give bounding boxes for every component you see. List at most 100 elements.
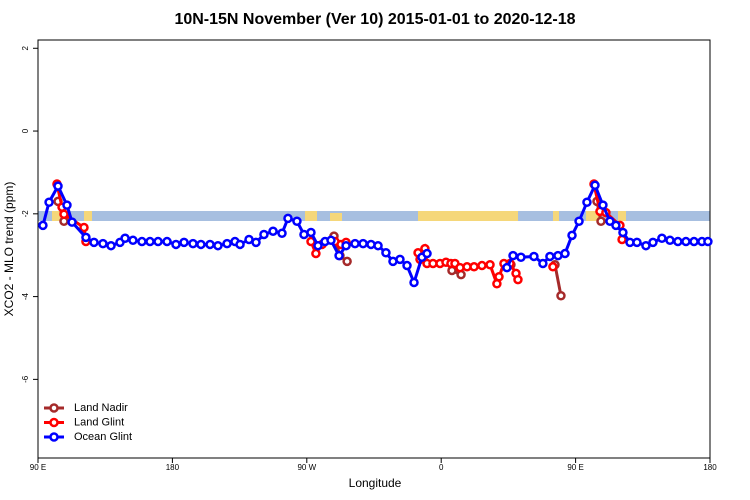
data-point: [59, 209, 69, 219]
data-point: [171, 239, 181, 250]
data-point: [641, 240, 651, 251]
data-point: [395, 254, 405, 265]
data-point: [567, 230, 577, 241]
data-point: [222, 238, 232, 249]
data-point: [409, 277, 419, 288]
data-point: [235, 239, 245, 250]
data-point: [574, 216, 584, 227]
data-point: [560, 248, 570, 259]
legend-label: Land Nadir: [74, 402, 128, 414]
y-tick-label: 0: [21, 128, 30, 133]
data-point: [703, 236, 713, 247]
data-point: [545, 251, 555, 262]
data-point: [485, 259, 495, 270]
data-point: [556, 291, 566, 301]
data-point: [538, 258, 548, 269]
data-point: [341, 240, 351, 251]
data-point: [251, 237, 261, 248]
data-point: [516, 252, 526, 263]
data-point: [381, 247, 391, 258]
x-tick-label: 90 E: [567, 463, 583, 472]
map-strip: [38, 211, 710, 221]
data-point: [153, 236, 163, 247]
data-point: [67, 217, 77, 227]
data-point: [205, 239, 215, 250]
data-point: [306, 227, 316, 238]
data-point: [334, 250, 344, 261]
data-point: [618, 227, 628, 238]
x-tick-label: 180: [703, 463, 717, 472]
data-point: [145, 236, 155, 247]
data-point: [596, 216, 606, 227]
data-point: [582, 197, 592, 207]
data-point: [502, 262, 512, 273]
data-point: [162, 236, 172, 247]
data-point: [292, 216, 302, 227]
y-tick-label: -6: [21, 375, 30, 383]
data-point: [350, 238, 360, 249]
data-point: [508, 250, 518, 261]
data-point: [673, 236, 683, 247]
data-point: [283, 213, 293, 224]
y-tick-label: -4: [21, 292, 30, 300]
data-point: [268, 226, 278, 236]
x-axis-label: Longitude: [349, 476, 402, 490]
data-point: [648, 237, 658, 248]
data-point: [548, 262, 558, 272]
data-point: [313, 240, 323, 251]
data-point: [590, 180, 600, 191]
chart-title: 10N-15N November (Ver 10) 2015-01-01 to …: [174, 11, 575, 28]
data-point: [529, 251, 539, 262]
data-point: [89, 237, 99, 248]
y-axis-label: XCO2 - MLO trend (ppm): [2, 182, 16, 317]
legend: Land Nadir Land Glint Ocean Glint: [44, 402, 132, 443]
data-point: [196, 239, 206, 250]
data-point: [259, 229, 269, 240]
data-point: [128, 235, 138, 246]
data-point: [179, 237, 189, 248]
data-point: [632, 237, 642, 248]
data-point: [311, 248, 321, 259]
data-point: [53, 181, 63, 191]
data-point: [689, 236, 699, 247]
data-point: [44, 197, 54, 207]
data-point: [373, 240, 383, 251]
data-point: [665, 235, 675, 246]
x-tick-label: 90 W: [297, 463, 316, 472]
data-point: [342, 256, 352, 267]
data-point: [605, 216, 615, 227]
x-tick-label: 180: [166, 463, 180, 472]
data-point: [513, 274, 523, 285]
data-point: [598, 200, 608, 210]
data-point: [213, 240, 223, 251]
data-point: [681, 236, 691, 247]
legend-label: Ocean Glint: [74, 431, 132, 443]
data-point: [106, 240, 116, 251]
data-point: [477, 260, 487, 271]
series-line: [41, 182, 428, 287]
data-point: [657, 233, 667, 243]
x-tick-label: 90 E: [30, 463, 46, 472]
data-point: [62, 200, 72, 210]
data-point: [137, 236, 147, 247]
data-point: [81, 232, 91, 243]
data-point: [188, 238, 198, 249]
data-point: [38, 220, 48, 231]
data-point: [469, 262, 479, 272]
legend-marker: [49, 403, 59, 413]
y-tick-label: 2: [21, 46, 30, 51]
x-tick-label: 0: [439, 463, 444, 472]
data-point: [98, 238, 108, 249]
y-tick-label: -2: [21, 210, 30, 218]
data-point: [326, 235, 336, 246]
legend-marker: [49, 417, 59, 428]
data-point: [611, 220, 621, 231]
plot-frame: [37, 39, 711, 459]
data-point: [494, 271, 504, 282]
data-point: [422, 248, 432, 259]
data-point: [358, 238, 368, 249]
legend-label: Land Glint: [74, 416, 124, 428]
data-point: [79, 222, 89, 233]
legend-marker: [49, 432, 59, 442]
